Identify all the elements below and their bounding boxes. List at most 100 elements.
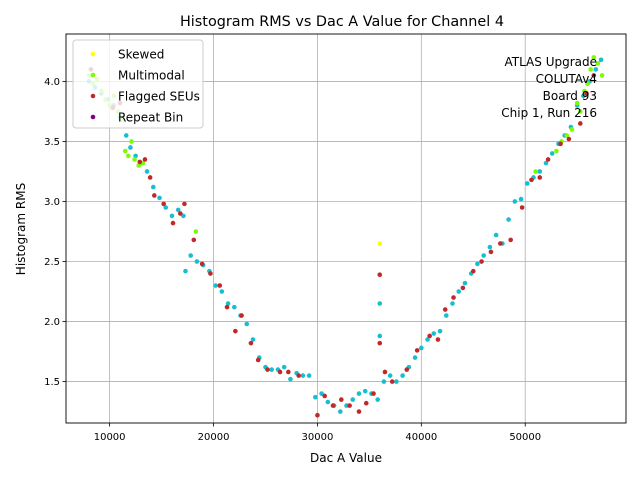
y-tick-label: 4.0	[44, 77, 60, 88]
flagged-seus-point	[497, 241, 503, 246]
all-point	[356, 391, 362, 396]
all-point	[123, 133, 129, 138]
multimodal-point	[588, 67, 593, 72]
flagged-seus-point	[566, 136, 572, 142]
all-point	[381, 379, 387, 384]
flagged-seus-point	[519, 205, 525, 210]
flagged-seus-point	[470, 268, 476, 274]
all-point	[144, 169, 150, 174]
all-point	[493, 232, 499, 238]
flagged-seus-point	[147, 175, 153, 180]
all-point	[431, 331, 437, 336]
flagged-seus-point	[142, 157, 148, 162]
flagged-seus-point	[217, 283, 223, 288]
x-tick-label: 30000	[302, 432, 334, 443]
all-point	[518, 196, 524, 202]
flagged-seus-point	[356, 409, 362, 414]
flagged-seus-point	[152, 193, 157, 198]
flagged-seus-point	[377, 272, 383, 278]
multimodal-point	[132, 157, 137, 162]
all-point	[150, 184, 156, 190]
flagged-seus-point	[296, 373, 302, 378]
all-point	[175, 207, 181, 213]
annotation-line: Board 93	[543, 89, 597, 103]
all-point	[506, 217, 511, 222]
all-point	[481, 253, 486, 258]
all-point	[443, 313, 449, 318]
legend-label: Skewed	[118, 48, 164, 62]
all-point	[425, 337, 430, 342]
flagged-seus-point	[382, 369, 388, 375]
all-point	[300, 373, 306, 378]
flagged-seus-point	[322, 393, 328, 399]
multimodal-point	[554, 148, 559, 154]
all-point	[412, 355, 418, 360]
all-point	[288, 376, 293, 382]
legend-marker	[90, 93, 96, 99]
flagged-seus-point	[371, 391, 376, 396]
all-point	[512, 199, 518, 204]
y-tick-label: 1.5	[44, 377, 60, 388]
flagged-seus-point	[347, 403, 352, 408]
multimodal-point	[585, 81, 590, 87]
multimodal-point	[193, 229, 199, 234]
plot-frame	[65, 33, 627, 424]
all-point	[250, 337, 256, 342]
flagged-seus-point	[191, 237, 197, 243]
x-tick-label: 40000	[405, 432, 437, 443]
all-point	[232, 304, 237, 310]
flagged-seus-point	[248, 340, 254, 346]
flagged-seus-point	[182, 201, 187, 207]
all-point	[169, 213, 175, 219]
all-point	[181, 213, 186, 219]
multimodal-point	[533, 169, 538, 174]
all-point	[244, 321, 250, 327]
y-axis-ticks: 1.5 2.0 2.5 3.0 3.5 4.0	[44, 77, 66, 388]
all-point	[456, 289, 462, 294]
all-point	[375, 397, 380, 402]
multimodal-point	[122, 148, 128, 154]
all-point	[183, 268, 188, 274]
flagged-seus-point	[479, 259, 484, 264]
multimodal-point	[564, 133, 570, 138]
all-point	[213, 283, 218, 288]
all-point	[377, 333, 383, 339]
all-point	[319, 391, 324, 396]
legend-marker	[90, 114, 96, 120]
x-axis-ticks: 10000 20000 30000 40000 50000	[94, 423, 541, 443]
all-point	[394, 379, 399, 384]
flagged-seus-point	[170, 220, 176, 226]
x-axis-label: Dac A Value	[310, 451, 382, 465]
all-point	[537, 169, 543, 174]
legend-label: Repeat Bin	[118, 111, 183, 125]
flagged-seus-point	[529, 177, 534, 183]
flagged-seus-point	[427, 333, 432, 339]
all-point	[462, 280, 468, 286]
flagged-seus-point	[451, 295, 456, 300]
all-point	[133, 153, 138, 159]
flagged-seus-point	[591, 73, 597, 78]
multimodal-point	[129, 139, 134, 144]
flagged-seus-point	[389, 379, 395, 384]
flagged-seus-point	[265, 367, 270, 372]
multimodal-point	[577, 109, 583, 114]
multimodal-point	[569, 127, 575, 132]
flagged-seus-point	[233, 328, 238, 334]
all-point	[387, 373, 393, 378]
all-point	[194, 259, 200, 264]
all-point	[581, 93, 586, 99]
chart-title: Histogram RMS vs Dac A Value for Channel…	[180, 14, 504, 30]
all-point	[325, 399, 331, 405]
annotation-text: ATLAS Upgrade COLUTAv4 Board 93 Chip 1, Run…	[501, 55, 597, 120]
all-point	[350, 397, 356, 402]
flagged-seus-point	[414, 348, 420, 353]
flagged-seus-point	[137, 159, 143, 165]
all-point	[337, 409, 343, 414]
all-point	[281, 364, 287, 370]
multimodal-point	[574, 100, 580, 106]
flagged-seus-point	[404, 367, 410, 372]
flagged-seus-point	[584, 91, 589, 96]
legend-label: Multimodal	[118, 69, 185, 83]
flagged-seus-point	[545, 157, 551, 162]
